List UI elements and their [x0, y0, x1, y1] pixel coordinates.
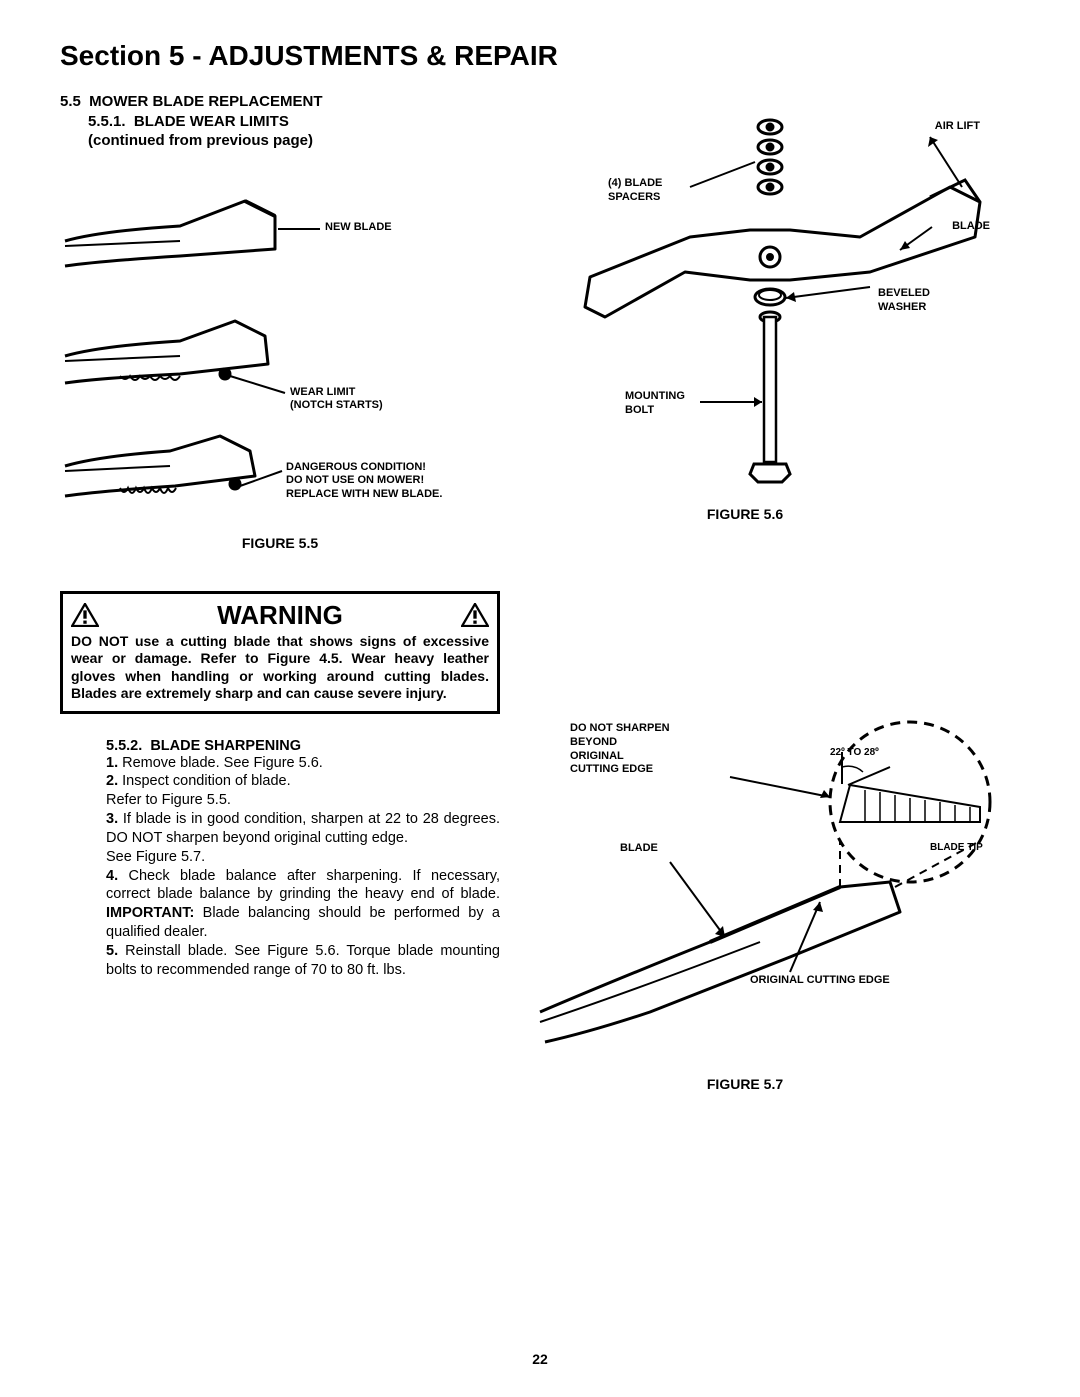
- section-5-5-1: 5.5.1. BLADE WEAR LIMITS: [88, 112, 500, 132]
- section-5-5: 5.5 MOWER BLADE REPLACEMENT: [60, 92, 500, 112]
- page-title: Section 5 - ADJUSTMENTS & REPAIR: [60, 40, 1020, 72]
- figure-5-5-caption: FIGURE 5.5: [60, 535, 500, 551]
- label-spacers: (4) BLADE SPACERS: [608, 177, 662, 205]
- continued-note: (continued from previous page): [88, 131, 500, 151]
- label-airlift: AIR LIFT: [935, 120, 980, 134]
- figure-5-5: NEW BLADE WEAR LIMIT (NOTCH STARTS) DANG…: [60, 171, 500, 551]
- figure-5-6-caption: FIGURE 5.6: [530, 506, 960, 522]
- warning-title: WARNING: [217, 600, 343, 631]
- blade-assembly-illustration: [530, 92, 1010, 492]
- page-number: 22: [0, 1351, 1080, 1367]
- label-blade-tip: BLADE TIP: [930, 842, 983, 855]
- sharpening-steps: 1. Remove blade. See Figure 5.6. 2. Insp…: [106, 754, 500, 980]
- warning-box: WARNING DO NOT use a cutting blade that …: [60, 591, 500, 714]
- label-blade-57: BLADE: [620, 842, 658, 856]
- label-blade: BLADE: [952, 220, 990, 234]
- label-original-edge: ORIGINAL CUTTING EDGE: [750, 974, 890, 988]
- label-bolt: MOUNTING BOLT: [625, 390, 685, 418]
- figure-5-6: AIR LIFT (4) BLADE SPACERS BLADE BEVELED…: [530, 92, 1020, 522]
- section-5-5-2: 5.5.2. BLADE SHARPENING: [106, 738, 500, 754]
- figure-5-7-caption: FIGURE 5.7: [530, 1076, 960, 1092]
- label-washer: BEVELED WASHER: [878, 287, 930, 315]
- label-new-blade: NEW BLADE: [325, 221, 392, 235]
- warning-text: DO NOT use a cutting blade that shows si…: [71, 633, 489, 703]
- figure-5-7: DO NOT SHARPEN BEYOND ORIGINAL CUTTING E…: [530, 712, 1020, 1092]
- label-dangerous: DANGEROUS CONDITION! DO NOT USE ON MOWER…: [286, 461, 442, 502]
- warning-triangle-icon: [461, 603, 489, 627]
- label-wear-limit: WEAR LIMIT (NOTCH STARTS): [290, 386, 383, 414]
- label-angle: 22º TO 28º: [830, 747, 879, 760]
- label-no-sharpen: DO NOT SHARPEN BEYOND ORIGINAL CUTTING E…: [570, 722, 670, 774]
- warning-triangle-icon: [71, 603, 99, 627]
